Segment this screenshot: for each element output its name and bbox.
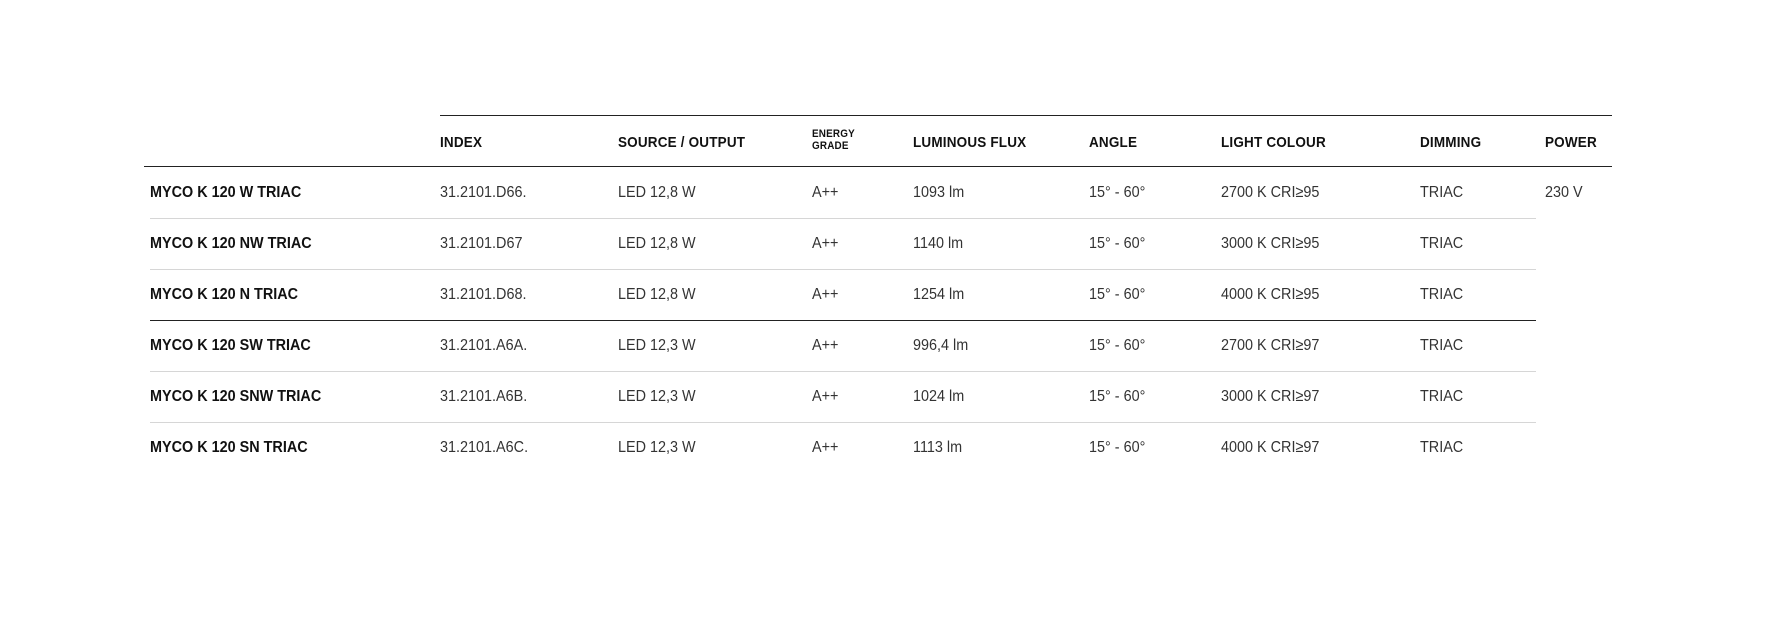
cell-angle: 15° - 60° [1089, 235, 1146, 252]
cell-source: LED 12,3 W [618, 439, 696, 456]
cell-colour: 2700 K CRI≥95 [1221, 184, 1320, 201]
cell-source: LED 12,8 W [618, 286, 696, 303]
cell-source: LED 12,8 W [618, 235, 696, 252]
cell-angle: 15° - 60° [1089, 286, 1146, 303]
header-energy-line1: ENERGY [812, 128, 855, 140]
cell-energy: A++ [812, 235, 839, 252]
cell-name: MYCO K 120 SNW TRIAC [150, 388, 322, 405]
cell-energy: A++ [812, 184, 839, 201]
header-dimming: DIMMING [1420, 134, 1482, 151]
header-light-colour: LIGHT COLOUR [1221, 134, 1326, 151]
cell-name: MYCO K 120 SN TRIAC [150, 439, 308, 456]
cell-colour: 3000 K CRI≥97 [1221, 388, 1320, 405]
cell-index: 31.2101.A6C. [440, 439, 529, 456]
cell-dimming: TRIAC [1420, 388, 1464, 405]
cell-colour: 3000 K CRI≥95 [1221, 235, 1320, 252]
header-index: INDEX [440, 134, 483, 151]
row-divider [150, 422, 1536, 423]
cell-index: 31.2101.A6A. [440, 337, 528, 354]
cell-source: LED 12,8 W [618, 184, 696, 201]
cell-flux: 996,4 lm [913, 337, 969, 354]
row-divider [150, 269, 1536, 270]
cell-flux: 1024 lm [913, 388, 965, 405]
header-energy-line2: GRADE [812, 140, 849, 152]
row-divider [150, 320, 1536, 321]
cell-flux: 1140 lm [913, 235, 964, 252]
cell-angle: 15° - 60° [1089, 388, 1146, 405]
cell-source: LED 12,3 W [618, 388, 696, 405]
power-value: 230 V [1545, 184, 1583, 201]
cell-index: 31.2101.D66. [440, 184, 527, 201]
cell-energy: A++ [812, 286, 839, 303]
cell-colour: 4000 K CRI≥95 [1221, 286, 1320, 303]
cell-angle: 15° - 60° [1089, 439, 1146, 456]
header-bottom-rule [144, 166, 1612, 167]
cell-dimming: TRIAC [1420, 184, 1464, 201]
row-divider [150, 371, 1536, 372]
cell-source: LED 12,3 W [618, 337, 696, 354]
cell-energy: A++ [812, 337, 839, 354]
cell-energy: A++ [812, 388, 839, 405]
cell-energy: A++ [812, 439, 839, 456]
header-luminous-flux: LUMINOUS FLUX [913, 134, 1027, 151]
cell-flux: 1093 lm [913, 184, 965, 201]
cell-angle: 15° - 60° [1089, 337, 1146, 354]
cell-flux: 1113 lm [913, 439, 963, 456]
cell-dimming: TRIAC [1420, 235, 1464, 252]
cell-flux: 1254 lm [913, 286, 965, 303]
header-angle: ANGLE [1089, 134, 1138, 151]
table-top-rule [440, 115, 1612, 116]
cell-colour: 2700 K CRI≥97 [1221, 337, 1320, 354]
cell-angle: 15° - 60° [1089, 184, 1146, 201]
cell-index: 31.2101.D68. [440, 286, 527, 303]
header-source-output: SOURCE / OUTPUT [618, 134, 746, 151]
header-energy-grade: ENERGY GRADE [812, 128, 855, 152]
cell-colour: 4000 K CRI≥97 [1221, 439, 1320, 456]
cell-dimming: TRIAC [1420, 337, 1464, 354]
cell-dimming: TRIAC [1420, 439, 1464, 456]
cell-index: 31.2101.D67 [440, 235, 523, 252]
cell-name: MYCO K 120 NW TRIAC [150, 235, 312, 252]
row-divider [150, 218, 1536, 219]
cell-index: 31.2101.A6B. [440, 388, 528, 405]
cell-name: MYCO K 120 SW TRIAC [150, 337, 311, 354]
header-power: POWER [1545, 134, 1597, 151]
cell-name: MYCO K 120 N TRIAC [150, 286, 299, 303]
cell-dimming: TRIAC [1420, 286, 1464, 303]
cell-name: MYCO K 120 W TRIAC [150, 184, 302, 201]
